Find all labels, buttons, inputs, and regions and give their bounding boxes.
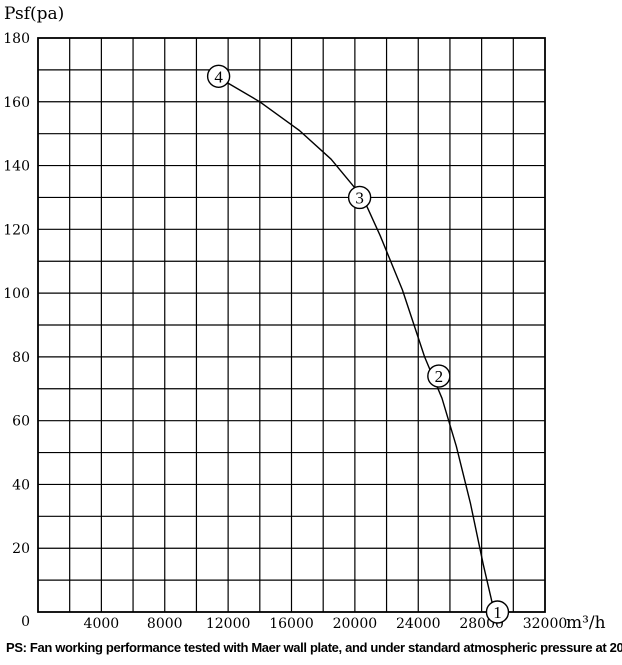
plot-frame	[37, 37, 546, 613]
x-tick-label: 16000	[269, 616, 314, 632]
y-tick-label: 100	[3, 286, 30, 302]
chart-grid	[38, 38, 545, 612]
chart-series	[221, 78, 495, 613]
y-tick-label: 120	[3, 222, 30, 238]
curve-point-marker: 3	[347, 185, 372, 210]
marker-label: 1	[493, 603, 502, 622]
marker-circle	[347, 185, 372, 210]
y-axis-title: Psf(pa)	[4, 4, 64, 24]
curve-point-marker: 2	[427, 364, 451, 388]
footnote: PS: Fan working performance tested with …	[6, 640, 622, 655]
marker-circle	[206, 64, 231, 88]
y-tick-label: 160	[3, 95, 30, 111]
y-tick-label: 60	[12, 414, 30, 430]
y-tick-label: 140	[3, 159, 30, 175]
curve-point-marker: 1	[485, 600, 510, 624]
y-axis-ticks: 0 20 40 60 80 100 120 140 160 180	[3, 31, 30, 630]
x-axis-title: m³/h	[566, 613, 606, 633]
y-tick-label: 20	[12, 541, 30, 557]
performance-curve	[221, 78, 495, 613]
marker-label: 4	[214, 67, 223, 86]
y-tick-label: 80	[12, 350, 30, 366]
marker-label: 2	[435, 367, 444, 386]
x-tick-label: 20000	[333, 616, 378, 632]
chart-markers: 1 2 3 4	[206, 64, 510, 624]
x-tick-label: 4000	[84, 616, 120, 632]
marker-circle	[485, 600, 510, 624]
x-tick-label: 12000	[206, 616, 251, 632]
marker-label: 3	[355, 188, 364, 207]
chart-axes	[37, 37, 546, 613]
y-tick-label: 180	[3, 31, 30, 47]
curve-point-marker: 4	[206, 64, 231, 88]
y-tick-label: 40	[12, 477, 30, 493]
x-tick-label: 24000	[396, 616, 441, 632]
x-tick-label: 32000	[523, 616, 568, 632]
x-axis-ticks: 4000 8000 12000 16000 20000 24000 28000 32000	[84, 616, 568, 632]
marker-circle	[427, 364, 451, 388]
x-tick-label: 8000	[147, 616, 183, 632]
y-tick-label: 0	[21, 614, 30, 630]
